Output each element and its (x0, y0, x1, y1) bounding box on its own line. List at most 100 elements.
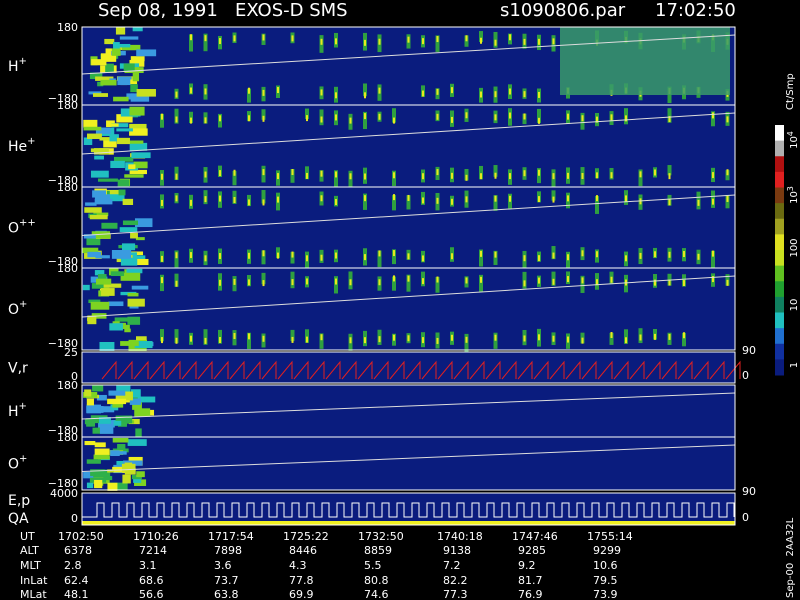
spectrogram-cell (422, 38, 424, 45)
spectrogram-cell (465, 174, 468, 181)
spectrogram-cell (306, 255, 308, 262)
spectrogram-cell (348, 170, 353, 189)
spectrogram-cell (567, 195, 569, 202)
y-tick-label: 180 (57, 21, 78, 34)
spectrogram-cell (87, 133, 102, 139)
spectrogram-cell (538, 196, 540, 203)
spectrogram-cell (262, 34, 265, 41)
spectrogram-cell (127, 439, 147, 446)
spectrogram-cell (99, 425, 114, 434)
spectrogram-cell (92, 385, 104, 392)
colorbar-tick-label: 10 (789, 299, 800, 312)
spectrogram-cell (335, 114, 337, 121)
spectrogram-cell (392, 276, 396, 291)
spectrogram-cell (451, 87, 453, 94)
spectrogram-cell (161, 277, 163, 284)
spectrogram-cell (233, 35, 236, 42)
cell: 80.8 (364, 574, 389, 587)
cell: 5.5 (364, 559, 382, 572)
spectrogram-cell (364, 92, 366, 99)
cell: 7214 (139, 544, 167, 557)
spectrogram-cell (494, 91, 497, 98)
spectrogram-cell (86, 482, 94, 489)
spectrogram-cell (479, 165, 483, 180)
y-tick-label: −180 (48, 174, 78, 187)
spectrogram-cell (117, 443, 126, 452)
spectrogram-cell (113, 420, 122, 426)
spectrogram-cell (261, 272, 266, 285)
spectrogram-cell (122, 198, 134, 206)
spectrogram-cell (93, 454, 110, 460)
spectrogram-cell (130, 232, 138, 239)
spectrogram-cell (538, 169, 540, 176)
spectrogram-cell (610, 114, 613, 121)
spectrogram-cell (94, 198, 113, 205)
spectrogram-cell (335, 199, 337, 206)
spectrogram-cell (493, 250, 498, 265)
trace-line (81, 112, 736, 155)
cell: 1725:22 (283, 530, 329, 543)
spectrogram-cell (393, 250, 395, 257)
spectrogram-cell (393, 117, 395, 124)
spectrogram-cell (127, 316, 141, 325)
spectrogram-cell (378, 38, 381, 45)
colorbar-segment (775, 156, 784, 173)
spectrogram-cell (291, 336, 294, 343)
spectrogram-cell (123, 460, 143, 466)
spectrogram-cell (465, 336, 468, 343)
spectrogram-cell (106, 123, 119, 127)
spectrogram-cell (378, 87, 381, 94)
spectrogram-cell (190, 34, 192, 41)
spectrogram-cell (451, 172, 453, 179)
spectrogram-cell (219, 337, 221, 344)
tick-base: 10 (789, 136, 800, 149)
panel-frame (81, 267, 736, 351)
colorbar (775, 125, 784, 376)
y-tick-label: 25 (64, 346, 78, 359)
species: H (8, 404, 19, 420)
spectrogram-cell (126, 93, 135, 100)
spectrogram-cell (84, 389, 92, 397)
panel-bg (82, 385, 735, 437)
spectrogram-cell (124, 174, 144, 178)
cell: 6378 (64, 544, 92, 557)
spectrogram-cell (654, 279, 656, 286)
spectrogram-cell (86, 236, 101, 246)
spectrogram-cell (320, 195, 323, 202)
spectrogram-cell (378, 113, 381, 120)
spectrogram-cell (204, 196, 207, 203)
spectrogram-cell (110, 451, 127, 455)
spectrogram-cell (161, 199, 163, 206)
spectrogram-cell (551, 190, 556, 201)
spectrogram-cell (133, 161, 148, 169)
colorbar-segment (775, 250, 784, 267)
spectrogram-cell (451, 116, 453, 123)
cell: 73.7 (214, 574, 239, 587)
cell: 48.1 (64, 588, 89, 600)
spectrogram-cell (334, 170, 338, 188)
spectrogram-cell (480, 37, 482, 44)
spectrogram-cell (726, 116, 729, 123)
spectrogram-cell (119, 399, 137, 403)
spectrogram-cell (406, 274, 411, 292)
spectrogram-cell (94, 442, 106, 448)
spectrogram-cell (509, 112, 511, 119)
spectrogram-cell (92, 190, 107, 198)
spectrogram-cell (262, 280, 265, 287)
spectrogram-cell (277, 252, 279, 259)
spectrogram-cell (87, 315, 97, 325)
cell: 1702:50 (58, 530, 104, 543)
y-tick-label: 180 (57, 431, 78, 444)
spectrogram-cell (436, 169, 439, 176)
panel-label: E,p (8, 493, 30, 509)
cell: 10.6 (593, 559, 618, 572)
spectrogram-cell (190, 199, 192, 206)
spectrogram-cell (116, 385, 131, 393)
spectrogram-cell (124, 328, 131, 333)
spectrogram-cell (407, 194, 410, 201)
spectrogram-cell (103, 139, 117, 148)
spectrogram-cell (726, 279, 729, 286)
spectrogram-cell (86, 404, 102, 414)
cell: 1732:50 (358, 530, 404, 543)
